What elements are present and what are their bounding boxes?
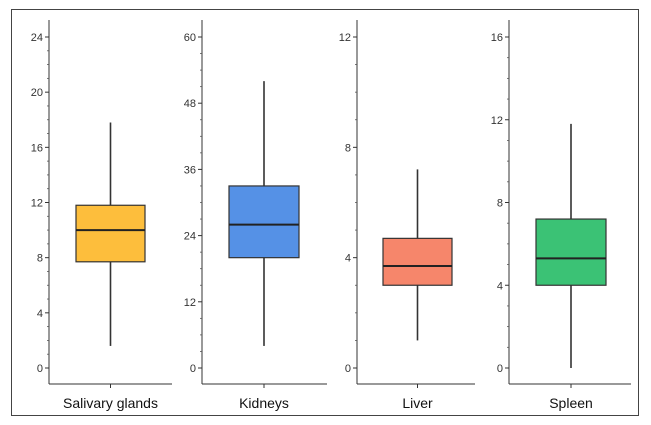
salivary-glands-y-tick-label: 0 bbox=[37, 363, 43, 375]
salivary-glands-box bbox=[75, 204, 146, 263]
liver-y-tick-label: 0 bbox=[345, 363, 351, 375]
kidneys-y-tick-label: 60 bbox=[184, 32, 196, 44]
spleen-y-tick-label: 16 bbox=[491, 32, 503, 44]
salivary-glands-y-tick-label: 4 bbox=[37, 308, 43, 320]
spleen-y-tick-label: 12 bbox=[491, 115, 503, 127]
salivary-glands-category-label: Salivary glands bbox=[63, 395, 158, 411]
liver-y-tick-label: 8 bbox=[345, 142, 351, 154]
salivary-glands-y-tick-label: 24 bbox=[31, 32, 43, 44]
kidneys-category-label: Kidneys bbox=[239, 395, 289, 411]
kidneys-y-tick-label: 24 bbox=[184, 231, 196, 243]
kidneys-y-tick-label: 36 bbox=[184, 164, 196, 176]
salivary-glands-y-tick-label: 12 bbox=[31, 198, 43, 210]
salivary-glands-y-tick-label: 16 bbox=[31, 142, 43, 154]
spleen-box bbox=[535, 218, 607, 286]
spleen-y-tick-label: 4 bbox=[497, 280, 503, 292]
liver-y-tick-label: 12 bbox=[339, 32, 351, 44]
salivary-glands-y-tick-label: 8 bbox=[37, 253, 43, 265]
spleen-y-tick-label: 8 bbox=[497, 198, 503, 210]
liver-y-tick-label: 4 bbox=[345, 253, 351, 265]
kidneys-y-tick-label: 48 bbox=[184, 98, 196, 110]
spleen-category-label: Spleen bbox=[549, 395, 593, 411]
kidneys-y-tick-label: 12 bbox=[184, 297, 196, 309]
salivary-glands-y-tick-label: 20 bbox=[31, 87, 43, 99]
liver-box bbox=[382, 237, 453, 286]
kidneys-box bbox=[228, 185, 300, 259]
kidneys-y-tick-label: 0 bbox=[190, 363, 196, 375]
spleen-y-tick-label: 0 bbox=[497, 363, 503, 375]
liver-category-label: Liver bbox=[402, 395, 433, 411]
